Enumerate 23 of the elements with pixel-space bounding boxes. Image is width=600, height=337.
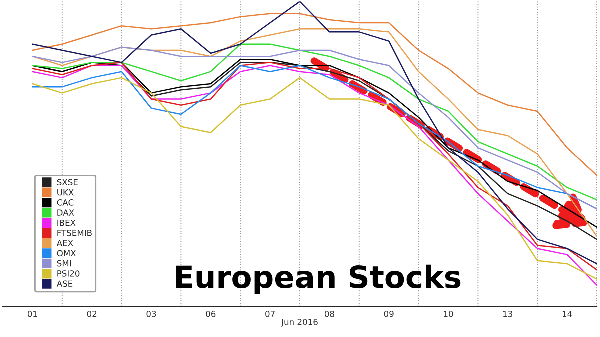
- legend-label: IBEX: [58, 220, 76, 226]
- x-tick-label: 13: [504, 310, 513, 318]
- legend-label: SMI: [57, 260, 71, 267]
- legend-label: OMX: [57, 250, 76, 257]
- legend-label: AEX: [56, 240, 74, 246]
- legend-label: FTSEMIB: [58, 230, 92, 236]
- text: European Stocks: [176, 264, 461, 294]
- legend-label: PSI20: [58, 270, 80, 277]
- legend-label: CAC: [57, 200, 74, 206]
- legend-label: DAX: [58, 210, 74, 216]
- legend-label: SXSE: [57, 179, 78, 186]
- legend-label: UKX: [58, 189, 74, 196]
- x-tick-label: 09: [384, 310, 394, 318]
- x-tick-label: 07: [266, 310, 275, 318]
- x-tick-label: 01: [28, 310, 38, 318]
- x-tick-label: 02: [87, 310, 97, 318]
- x-axis-title: Jun 2016: [281, 319, 318, 327]
- x-tick-label: 14: [562, 311, 572, 318]
- legend-label: ASE: [56, 280, 73, 288]
- x-tick-label: 10: [444, 310, 454, 318]
- x-tick-label: 08: [324, 310, 334, 318]
- x-tick-label: 03: [146, 310, 156, 318]
- x-tick-label: 06: [206, 310, 216, 318]
